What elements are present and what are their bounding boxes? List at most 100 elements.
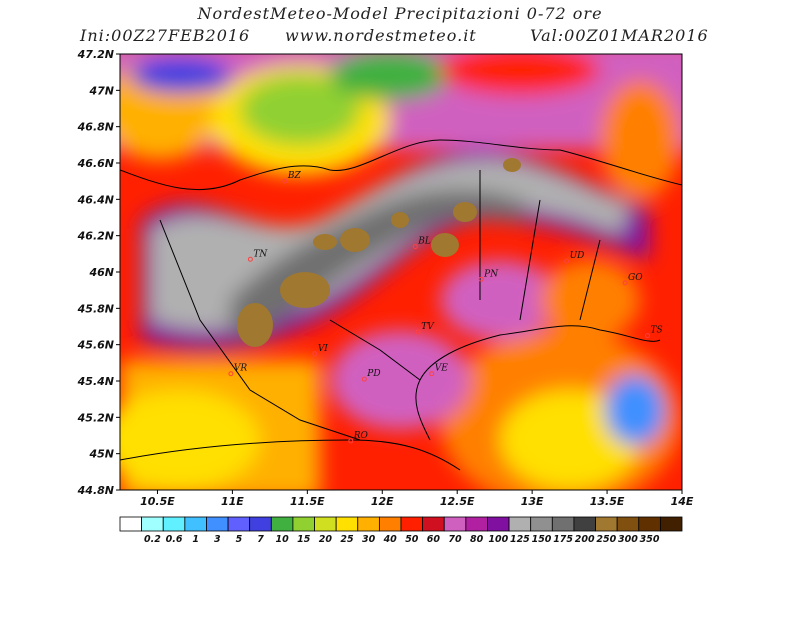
legend-label: 15 bbox=[297, 534, 311, 545]
lat-tick-label: 46.6N bbox=[77, 157, 114, 170]
legend-label: 125 bbox=[510, 534, 530, 545]
lon-tick-label: 11E bbox=[221, 495, 244, 508]
city-label: VR bbox=[234, 364, 247, 374]
city-marker bbox=[348, 438, 354, 444]
legend-label: 300 bbox=[618, 534, 638, 545]
legend-swatch bbox=[465, 516, 488, 532]
legend-swatch bbox=[378, 516, 402, 532]
legend-swatch bbox=[335, 516, 359, 532]
city-label: PN bbox=[483, 269, 499, 279]
legend-label: 30 bbox=[362, 534, 376, 545]
legend-swatch bbox=[184, 516, 207, 532]
city-marker bbox=[564, 258, 570, 264]
lon-tick-label: 13.5E bbox=[590, 495, 625, 508]
city-label: PD bbox=[366, 369, 380, 379]
legend-label: 50 bbox=[405, 534, 419, 545]
legend-swatch bbox=[270, 516, 294, 532]
city-label: TN bbox=[253, 249, 268, 259]
legend-label: 60 bbox=[427, 534, 441, 545]
legend-label: 25 bbox=[340, 534, 354, 545]
legend-swatch bbox=[400, 516, 424, 532]
lat-tick-label: 45.4N bbox=[77, 375, 114, 388]
legend-swatch bbox=[616, 516, 640, 532]
legend-swatch bbox=[551, 516, 575, 532]
legend-swatch bbox=[119, 516, 143, 532]
lon-tick-label: 13E bbox=[521, 495, 544, 508]
legend-swatch bbox=[638, 516, 661, 532]
legend-swatch bbox=[357, 516, 380, 532]
city-label: RO bbox=[353, 431, 369, 441]
legend-swatch bbox=[292, 516, 315, 532]
city-marker bbox=[645, 333, 651, 339]
legend-swatch bbox=[206, 516, 229, 532]
legend-swatch bbox=[141, 516, 164, 532]
legend-swatch bbox=[573, 516, 596, 532]
city-marker bbox=[415, 329, 421, 335]
city-marker bbox=[282, 178, 288, 184]
lon-tick-label: 14E bbox=[671, 495, 694, 508]
city-label: GO bbox=[628, 273, 643, 283]
legend-label: 7 bbox=[257, 534, 264, 545]
lat-tick-label: 47.2N bbox=[77, 48, 114, 61]
city-marker bbox=[622, 280, 628, 286]
city-marker bbox=[228, 371, 234, 377]
city-label: TS bbox=[651, 326, 663, 336]
legend-swatch bbox=[530, 516, 553, 532]
map-title: NordestMeteo-Model Precipitazioni 0-72 o… bbox=[197, 4, 603, 23]
legend-swatch bbox=[487, 516, 510, 532]
legend-label: 100 bbox=[488, 534, 508, 545]
legend-label: 40 bbox=[383, 534, 398, 545]
legend-label: 350 bbox=[640, 534, 660, 545]
legend-label: 150 bbox=[532, 534, 552, 545]
legend-label: 70 bbox=[448, 534, 462, 545]
legend-swatch bbox=[443, 516, 467, 532]
init-time: Ini:00Z27FEB2016 bbox=[80, 26, 251, 45]
lat-tick-label: 46.4N bbox=[77, 193, 114, 206]
website: www.nordestmeteo.it bbox=[285, 26, 477, 45]
legend-label: 10 bbox=[275, 534, 289, 545]
city-label: UD bbox=[570, 251, 585, 261]
legend-swatch bbox=[227, 516, 251, 532]
city-marker bbox=[361, 376, 367, 382]
legend-label: 80 bbox=[470, 534, 484, 545]
legend-swatch bbox=[249, 516, 272, 532]
city-label: BZ bbox=[287, 171, 302, 181]
lat-tick-label: 46.8N bbox=[77, 121, 114, 134]
city-label: BL bbox=[417, 237, 431, 247]
lat-tick-label: 46.2N bbox=[77, 230, 114, 243]
lat-tick-label: 45N bbox=[88, 448, 114, 461]
city-marker bbox=[247, 256, 253, 262]
lon-tick-label: 11.5E bbox=[290, 495, 325, 508]
legend-label: 5 bbox=[236, 534, 243, 545]
legend-swatch bbox=[422, 516, 445, 532]
legend-label: 0.2 bbox=[144, 534, 161, 545]
lat-tick-label: 45.8N bbox=[77, 302, 114, 315]
lat-tick-label: 47N bbox=[88, 84, 114, 97]
lat-tick-label: 45.6N bbox=[77, 339, 114, 352]
lat-tick-label: 45.2N bbox=[77, 411, 114, 424]
valid-time: Val:00Z01MAR2016 bbox=[530, 26, 709, 45]
legend-label: 3 bbox=[214, 534, 221, 545]
precip-field: BZ TN BL PN UD GO TV VI VR PD VE TS RO bbox=[120, 54, 682, 490]
city-marker bbox=[312, 351, 318, 357]
legend-label: 0.6 bbox=[166, 534, 183, 545]
city-marker bbox=[478, 276, 484, 282]
lon-tick-label: 12E bbox=[371, 495, 394, 508]
color-legend: 0.2 0.6 1 3 5 7 10 15 20 25 30 40 50 60 70 80 100 125 150 1… bbox=[119, 516, 683, 545]
city-label: TV bbox=[421, 322, 435, 332]
legend-swatch bbox=[314, 516, 337, 532]
legend-swatch bbox=[508, 516, 532, 532]
legend-label: 175 bbox=[553, 534, 573, 545]
legend-label: 200 bbox=[575, 534, 595, 545]
city-label: VE bbox=[435, 364, 448, 374]
city-label: VI bbox=[318, 344, 328, 354]
legend-label: 1 bbox=[192, 534, 199, 545]
lat-tick-label: 46N bbox=[88, 266, 114, 279]
legend-swatch bbox=[595, 516, 618, 532]
city-marker bbox=[429, 371, 435, 377]
legend-label: 250 bbox=[596, 534, 616, 545]
lat-tick-label: 44.8N bbox=[77, 484, 114, 497]
legend-swatch bbox=[659, 516, 683, 532]
city-marker bbox=[412, 244, 418, 250]
